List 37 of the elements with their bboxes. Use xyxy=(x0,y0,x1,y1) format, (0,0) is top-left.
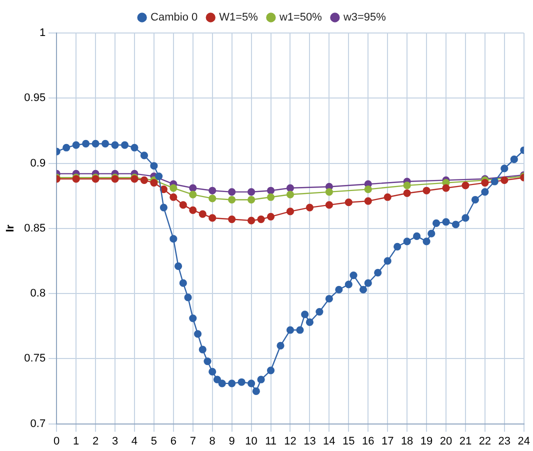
x-tick-label: 4 xyxy=(131,435,138,448)
x-tick-label: 3 xyxy=(112,435,118,448)
legend-label: Cambio 0 xyxy=(150,12,198,24)
x-tick-label: 7 xyxy=(190,435,196,448)
x-tick-label: 0 xyxy=(54,435,60,448)
x-tick-label: 18 xyxy=(400,435,414,448)
x-tick-label: 15 xyxy=(342,435,355,448)
x-tick-label: 6 xyxy=(170,435,176,448)
y-tick-label: 0.95 xyxy=(24,92,46,104)
x-tick-label: 14 xyxy=(323,435,336,448)
x-tick-label: 24 xyxy=(518,435,530,448)
x-tick-label: 13 xyxy=(304,435,316,448)
x-tick-label: 2 xyxy=(92,435,99,448)
x-tick-label: 17 xyxy=(381,435,394,448)
x-tick-label: 12 xyxy=(284,435,296,448)
y-tick-label: 0.8 xyxy=(30,288,46,300)
x-tick-label: 21 xyxy=(459,435,472,448)
x-tick-label: 23 xyxy=(498,435,511,448)
x-tick-label: 16 xyxy=(362,435,374,448)
y-tick-label: 0.7 xyxy=(30,418,46,430)
x-tick-label: 11 xyxy=(265,435,276,448)
y-tick-label: 0.9 xyxy=(30,157,46,170)
y-tick-label: 0.85 xyxy=(24,222,46,234)
x-tick-label: 19 xyxy=(420,435,433,448)
legend-label: w1=50% xyxy=(278,12,322,24)
x-tick-label: 1 xyxy=(73,435,80,448)
legend-label: W1=5% xyxy=(219,12,258,24)
x-tick-label: 22 xyxy=(478,435,492,448)
x-tick-label: 20 xyxy=(440,435,452,448)
y-tick-label: 0.75 xyxy=(24,352,46,365)
x-tick-label: 10 xyxy=(245,435,258,448)
y-tick-label: 1 xyxy=(39,27,46,40)
x-tick-label: 5 xyxy=(150,435,158,448)
x-tick-label: 9 xyxy=(228,435,235,448)
y-axis-title: Ir xyxy=(4,224,17,232)
x-tick-label: 8 xyxy=(209,435,216,448)
legend-label: w3=95% xyxy=(342,12,386,24)
